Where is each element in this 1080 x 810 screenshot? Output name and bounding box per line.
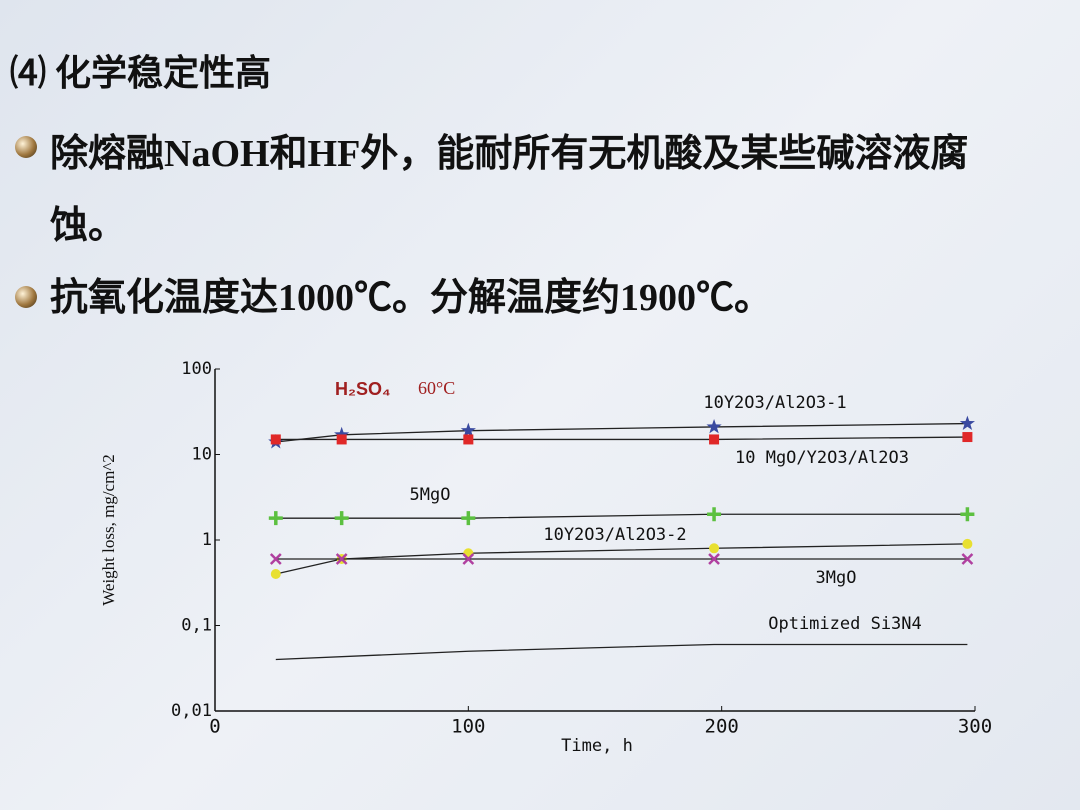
marker (334, 426, 350, 442)
series-label: 5MgO (410, 485, 451, 505)
x-tick-label: 100 (451, 716, 485, 738)
bullet-text: 除熔融NaOH和HF外，能耐所有无机酸及某些碱溶液腐蚀。 (50, 133, 969, 247)
bullet-icon (15, 136, 37, 158)
y-tick-label: 100 (181, 359, 212, 379)
series-line (275, 436, 968, 441)
marker (962, 432, 973, 443)
series-label: 3MgO (816, 568, 857, 588)
bullet-icon (15, 286, 37, 308)
y-tick-label: 10 (192, 445, 212, 465)
marker (709, 543, 720, 554)
series-label: 10 MgO/Y2O3/Al2O3 (735, 448, 909, 468)
marker (461, 511, 476, 526)
marker (462, 553, 475, 565)
marker (336, 434, 347, 445)
x-tick-label: 200 (705, 716, 739, 738)
marker (268, 511, 283, 526)
marker (334, 511, 349, 526)
y-tick-label: 0,01 (171, 701, 212, 721)
x-axis-label: Time, h (561, 736, 633, 756)
annotation-formula: H₂SO₄ (335, 379, 391, 399)
marker (708, 553, 720, 565)
marker (335, 553, 348, 565)
series-line (275, 513, 968, 519)
marker (460, 422, 476, 438)
series-label: Optimized Si3N4 (768, 614, 922, 634)
x-tick-label: 0 (209, 716, 220, 738)
y-axis-label: Weight loss, mg/cm^2 (99, 454, 118, 606)
series-line (275, 643, 968, 661)
marker (960, 507, 975, 522)
marker (463, 434, 474, 445)
series-label: 10Y2O3/Al2O3-1 (703, 393, 846, 413)
annotation-temperature: 60°C (418, 378, 455, 398)
marker (962, 538, 973, 549)
marker (707, 507, 722, 522)
marker (270, 569, 281, 580)
series-label: 10Y2O3/Al2O3-2 (543, 525, 686, 545)
marker (709, 434, 720, 445)
y-tick-label: 0,1 (181, 616, 212, 636)
y-tick-label: 1 (202, 530, 212, 550)
marker (270, 434, 281, 445)
marker (959, 415, 976, 431)
marker (961, 553, 974, 565)
x-tick-label: 300 (958, 716, 992, 738)
heading: ⑷ 化学稳定性高 (10, 53, 272, 93)
bullet-text: 抗氧化温度达1000℃。分解温度约1900℃。 (50, 277, 773, 319)
marker (706, 418, 722, 434)
marker (269, 553, 282, 565)
